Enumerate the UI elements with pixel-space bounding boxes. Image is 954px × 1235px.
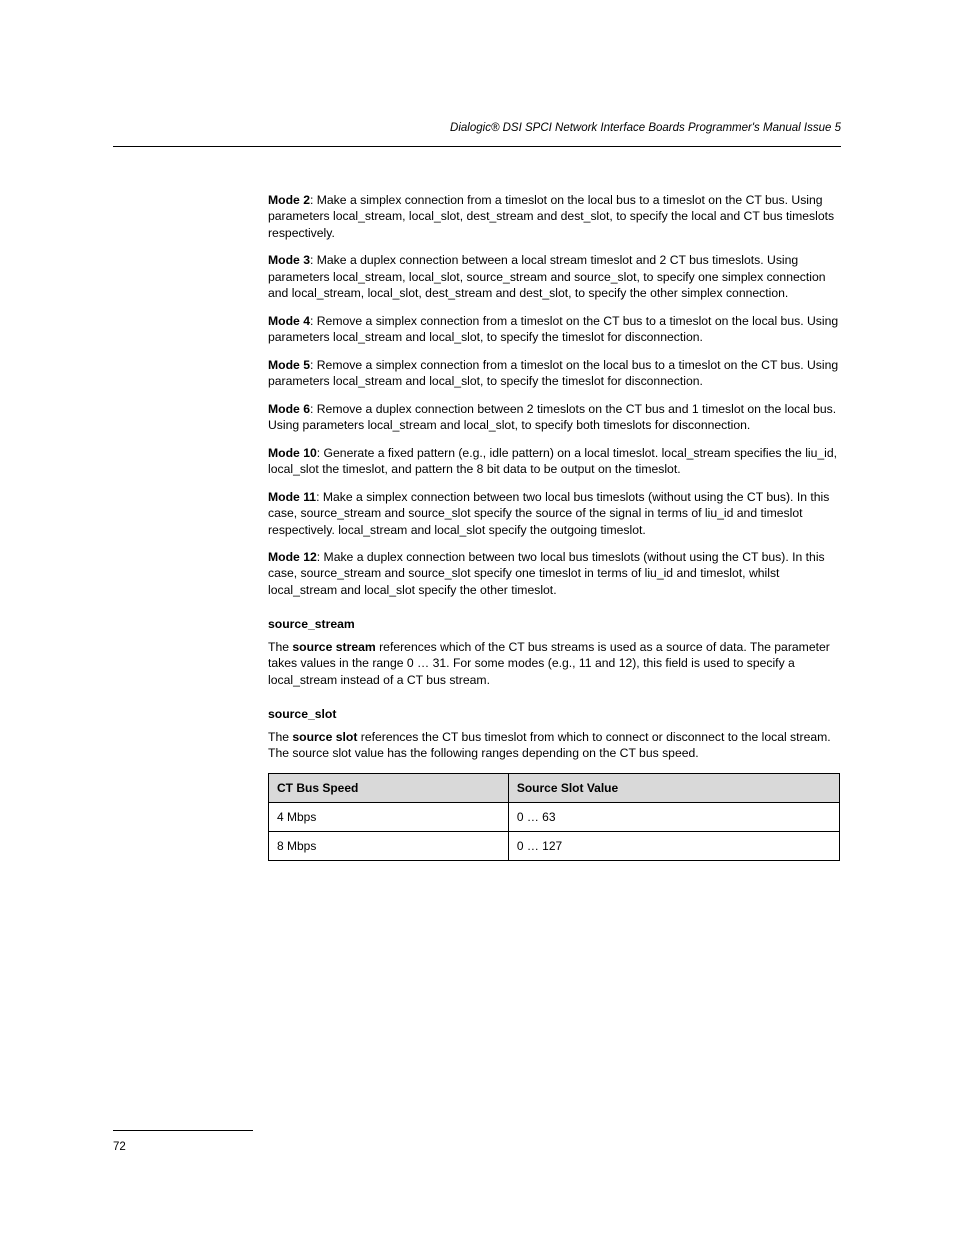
page: Dialogic® DSI SPCI Network Interface Boa… [0, 0, 954, 1235]
table-header-value: Source Slot Value [508, 773, 839, 802]
mode-2-label: Mode 2 [268, 193, 310, 207]
mode-12-desc: : Make a duplex connection between two l… [268, 550, 825, 597]
source-stream-pre: The [268, 640, 292, 654]
mode-12-label: Mode 12 [268, 550, 317, 564]
mode-4-desc: : Remove a simplex connection from a tim… [268, 314, 838, 344]
table-row: 8 Mbps 0 … 127 [269, 831, 840, 860]
mode-11-label: Mode 11 [268, 490, 316, 504]
source-slot-heading: source_slot [268, 706, 840, 722]
mode-6-paragraph: Mode 6: Remove a duplex connection betwe… [268, 401, 840, 434]
mode-5-label: Mode 5 [268, 358, 310, 372]
table-header-row: CT Bus Speed Source Slot Value [269, 773, 840, 802]
mode-3-label: Mode 3 [268, 253, 310, 267]
source-slot-paragraph: The source slot references the CT bus ti… [268, 729, 840, 762]
source-stream-paragraph: The source stream references which of th… [268, 639, 840, 688]
mode-12-paragraph: Mode 12: Make a duplex connection betwee… [268, 549, 840, 598]
mode-10-desc: : Generate a fixed pattern (e.g., idle p… [268, 446, 837, 476]
mode-3-desc: : Make a duplex connection between a loc… [268, 253, 826, 300]
source-slot-term: source slot [292, 730, 357, 744]
running-header: Dialogic® DSI SPCI Network Interface Boa… [450, 122, 841, 134]
mode-5-paragraph: Mode 5: Remove a simplex connection from… [268, 357, 840, 390]
source-slot-pre: The [268, 730, 292, 744]
table-header-speed: CT Bus Speed [269, 773, 509, 802]
mode-5-desc: : Remove a simplex connection from a tim… [268, 358, 838, 388]
mode-6-label: Mode 6 [268, 402, 310, 416]
page-number: 72 [113, 1141, 126, 1153]
footer-rule [113, 1130, 253, 1131]
source-stream-heading: source_stream [268, 616, 840, 632]
table-cell-speed: 4 Mbps [269, 802, 509, 831]
mode-11-desc: : Make a simplex connection between two … [268, 490, 829, 537]
mode-2-paragraph: Mode 2: Make a simplex connection from a… [268, 192, 840, 241]
mode-2-desc: : Make a simplex connection from a times… [268, 193, 834, 240]
header-rule [113, 146, 841, 147]
mode-10-label: Mode 10 [268, 446, 317, 460]
mode-10-paragraph: Mode 10: Generate a fixed pattern (e.g.,… [268, 445, 840, 478]
mode-6-desc: : Remove a duplex connection between 2 t… [268, 402, 836, 432]
body-content: Mode 2: Make a simplex connection from a… [268, 192, 840, 861]
source-slot-table: CT Bus Speed Source Slot Value 4 Mbps 0 … [268, 773, 840, 861]
source-stream-term: source stream [292, 640, 375, 654]
table-row: 4 Mbps 0 … 63 [269, 802, 840, 831]
mode-11-paragraph: Mode 11: Make a simplex connection betwe… [268, 489, 840, 538]
table-cell-speed: 8 Mbps [269, 831, 509, 860]
mode-3-paragraph: Mode 3: Make a duplex connection between… [268, 252, 840, 301]
mode-4-label: Mode 4 [268, 314, 310, 328]
table-cell-value: 0 … 63 [508, 802, 839, 831]
mode-4-paragraph: Mode 4: Remove a simplex connection from… [268, 313, 840, 346]
table-cell-value: 0 … 127 [508, 831, 839, 860]
